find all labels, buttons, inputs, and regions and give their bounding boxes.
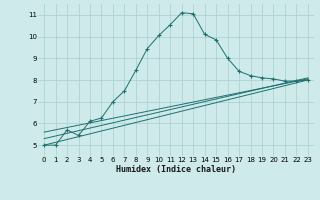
X-axis label: Humidex (Indice chaleur): Humidex (Indice chaleur) xyxy=(116,165,236,174)
